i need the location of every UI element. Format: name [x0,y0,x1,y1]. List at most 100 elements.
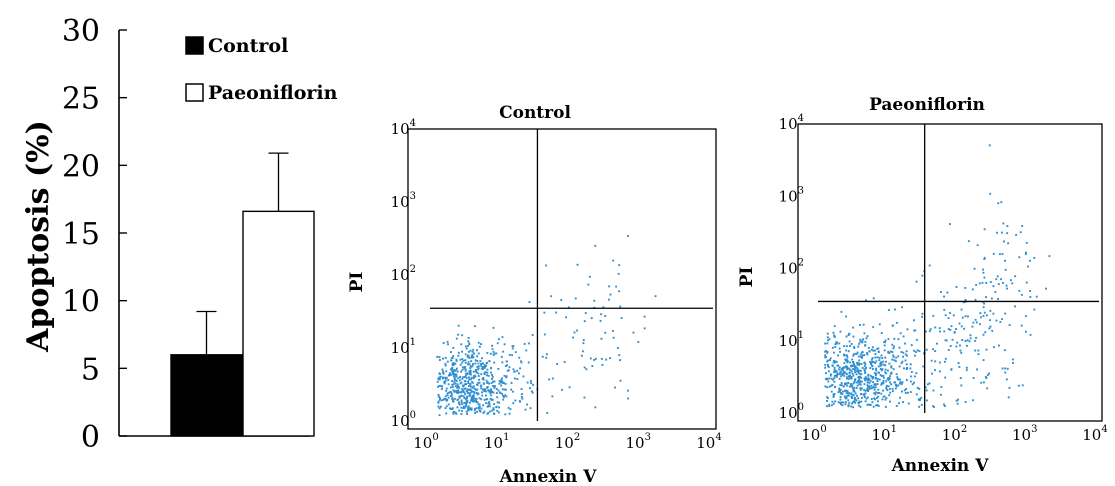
cell-event-point [876,377,879,380]
cell-event-point [860,356,863,359]
cell-event-point [872,368,874,370]
cell-event-point [852,361,855,364]
cell-event-point [833,375,836,377]
cell-event-point [947,317,950,320]
cell-event-point [852,389,855,392]
cell-event-point [848,372,851,374]
x-tick-label: 100 [801,424,826,444]
cell-event-point [914,351,917,353]
cell-event-point [532,383,534,386]
cell-event-point [482,377,485,379]
cell-event-point [845,392,848,394]
cell-event-point [869,361,871,363]
cell-event-point [492,408,495,411]
scatter-points-control [436,235,657,417]
cell-event-point [500,384,503,387]
cell-event-point [473,352,476,355]
cell-event-point [1001,367,1004,370]
cell-event-point [609,293,612,296]
cell-event-point [924,386,927,389]
cell-event-point [490,390,493,393]
cell-event-point [452,347,455,349]
cell-event-point [516,369,519,372]
cell-event-point [900,362,903,365]
cell-event-point [870,384,873,387]
cell-event-point [470,355,473,358]
cell-event-point [845,372,848,375]
cell-event-point [474,370,477,373]
cell-event-point [476,401,479,404]
cell-event-point [903,367,905,370]
cell-event-point [453,373,455,375]
cell-event-point [988,144,991,147]
cell-event-point [885,386,888,389]
cell-event-point [963,327,966,330]
cell-event-point [871,346,874,349]
cell-event-point [967,240,970,243]
cell-event-point [467,409,470,412]
cell-event-point [858,362,861,365]
cell-event-point [474,375,477,378]
cell-event-point [828,403,831,406]
cell-event-point [961,316,964,319]
cell-event-point [834,346,837,348]
cell-event-point [501,377,503,380]
cell-event-point [926,399,928,402]
cell-event-point [612,330,614,332]
cell-event-point [835,373,838,376]
cell-event-point [452,372,455,374]
cell-event-point [971,325,974,328]
cell-event-point [894,360,897,363]
cell-event-point [455,373,458,376]
cell-event-point [879,374,882,376]
cell-event-point [882,380,885,382]
cell-event-point [452,362,455,365]
cell-event-point [478,406,480,409]
cell-event-point [464,393,467,395]
cell-event-point [852,365,855,367]
cell-event-point [961,339,964,341]
cell-event-point [871,377,874,380]
cell-event-point [847,399,850,402]
cell-event-point [464,405,467,408]
cell-event-point [824,342,827,345]
cell-event-point [508,354,511,356]
bar-chart: 0 5 10 15 20 25 30 Apoptosis (%) Control Paeoni… [21,14,338,455]
cell-event-point [442,376,444,379]
cell-event-point [963,301,965,304]
cell-event-point [470,398,473,401]
cell-event-point [491,398,494,401]
cell-event-point [465,403,468,406]
cell-event-point [828,338,831,341]
cell-event-point [843,354,846,357]
cell-event-point [593,359,596,361]
cell-event-point [949,312,951,314]
cell-event-point [888,352,891,354]
cell-event-point [437,401,440,404]
cell-event-point [475,400,477,402]
cell-event-point [511,347,514,350]
cell-event-point [894,384,897,387]
cell-event-point [609,357,611,360]
cell-event-point [505,360,508,363]
cell-event-point [448,391,450,394]
cell-event-point [456,406,459,409]
cell-event-point [874,356,877,359]
cell-event-point [940,291,942,293]
cell-event-point [467,337,470,339]
cell-event-point [827,339,829,342]
cell-event-point [864,367,867,370]
cell-event-point [457,333,460,336]
cell-event-point [852,401,854,403]
cell-event-point [481,388,484,391]
cell-event-point [867,346,870,349]
cell-event-point [1012,362,1014,364]
cell-event-point [852,387,854,390]
cell-event-point [873,388,876,391]
cell-event-point [495,392,498,394]
cell-event-point [875,374,877,377]
cell-event-point [867,378,870,381]
cell-event-point [1004,312,1007,315]
cell-event-point [905,388,908,390]
cell-event-point [841,369,844,371]
